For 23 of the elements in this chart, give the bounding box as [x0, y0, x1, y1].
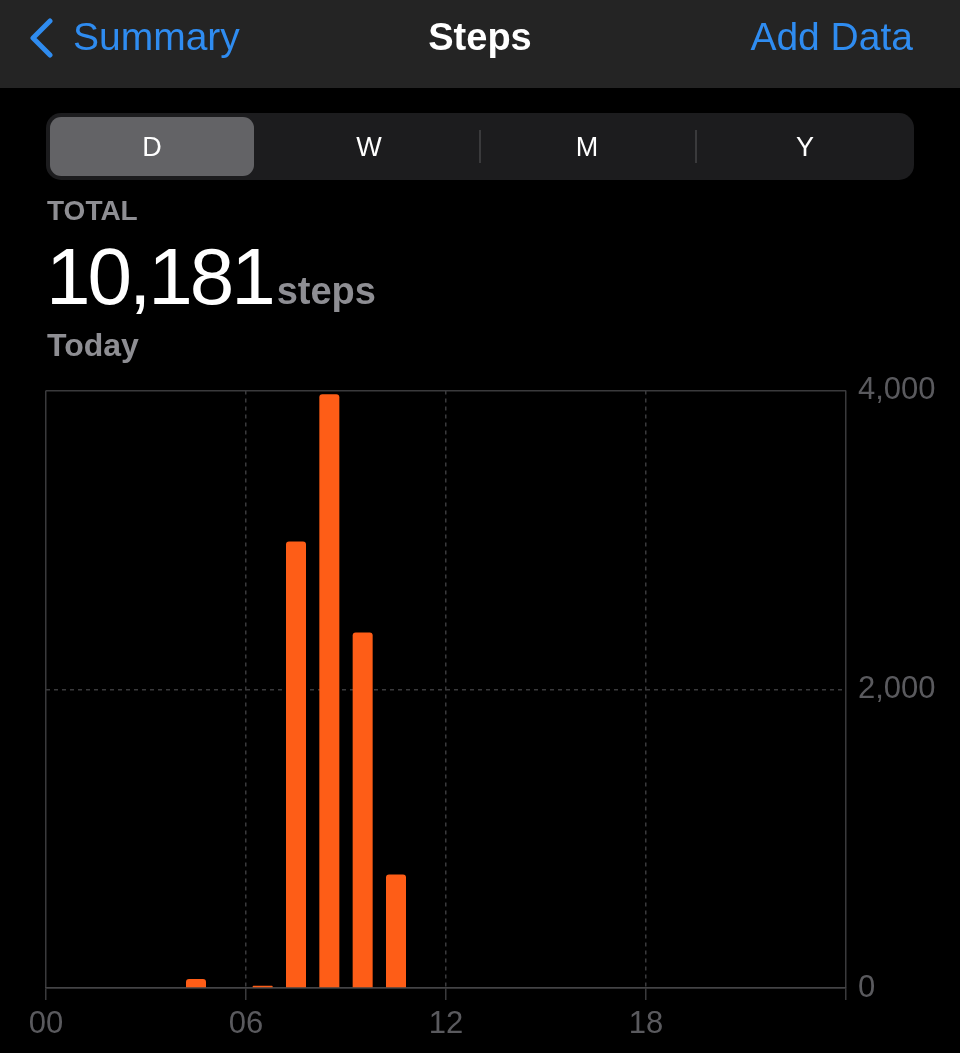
bar	[352, 632, 373, 988]
text: M	[575, 132, 599, 162]
text: 10,181	[46, 232, 273, 321]
bar	[186, 979, 206, 988]
text: D	[142, 132, 162, 162]
bar	[319, 394, 340, 988]
y-tick-label: 0	[858, 968, 876, 1004]
text: Y	[795, 132, 815, 162]
x-tick-label: 06	[228, 1005, 264, 1041]
text: W	[356, 132, 382, 162]
y-tick-label: 2,000	[858, 669, 936, 705]
x-tick-label: 00	[28, 1005, 64, 1041]
x-tick-label: 12	[428, 1005, 464, 1041]
bar	[386, 874, 406, 988]
bar	[286, 541, 306, 988]
text: steps	[276, 270, 376, 312]
x-tick-label: 18	[628, 1005, 664, 1041]
text: Summary	[73, 15, 240, 58]
text: Today	[47, 327, 139, 363]
chart-title: Steps	[428, 16, 532, 58]
text: TOTAL	[47, 195, 138, 226]
y-tick-label: 4,000	[858, 371, 936, 407]
text: Add Data	[750, 15, 913, 58]
